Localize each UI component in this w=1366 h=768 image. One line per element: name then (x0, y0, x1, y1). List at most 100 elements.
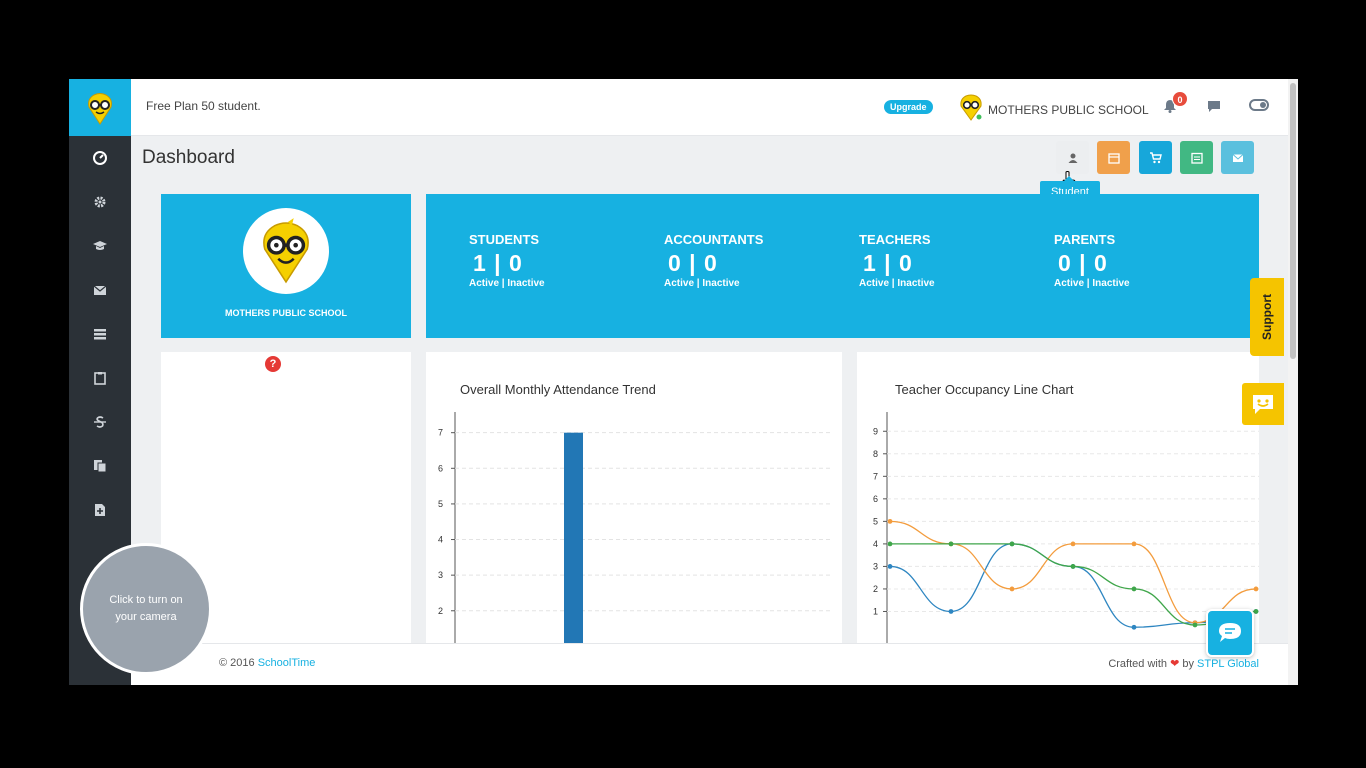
stat-sub: Active | Inactive (859, 278, 935, 289)
series-line (889, 543, 1257, 628)
sidebar-item-add-file[interactable] (69, 495, 131, 525)
occupancy-line-chart: 1 2 3 4 5 6 7 8 9 (873, 412, 1259, 652)
schooltime-link[interactable]: SchoolTime (257, 657, 316, 669)
data-point (1009, 541, 1015, 547)
data-point (948, 541, 954, 547)
series-line (889, 520, 1257, 624)
stat-label: TEACHERS (859, 232, 931, 247)
graduation-cap-icon (93, 241, 107, 250)
stat-parents[interactable]: PARENTS 0 | 0 Active | Inactive (1054, 232, 1130, 289)
stat-value: 1 | 0 (473, 250, 523, 276)
sidebar-item-messages[interactable] (69, 275, 131, 305)
envelope-icon (93, 285, 107, 295)
data-point (948, 609, 954, 614)
smile-chat-icon (1253, 395, 1273, 414)
stat-value: 0 | 0 (668, 250, 718, 276)
dashboard-icon (93, 151, 107, 165)
add-student-button[interactable] (1056, 141, 1089, 174)
calendar-button[interactable] (1097, 141, 1130, 174)
stat-teachers[interactable]: TEACHERS 1 | 0 Active | Inactive (859, 232, 935, 289)
feedback-button[interactable] (1242, 383, 1284, 425)
stat-value: 0 | 0 (1058, 250, 1108, 276)
file-plus-icon (95, 504, 105, 516)
stats-card: STUDENTS 1 | 0 Active | Inactive ACCOUNT… (426, 194, 1259, 338)
sidebar-item-documents[interactable] (69, 451, 131, 481)
school-name[interactable]: MOTHERS PUBLIC SCHOOL (988, 103, 1149, 117)
sidebar-item-list[interactable] (69, 319, 131, 349)
data-point (887, 518, 893, 524)
y-tick-label: 4 (438, 535, 443, 545)
footer-copyright: © 2016 SchoolTime (219, 657, 315, 669)
chat-icon[interactable] (1207, 100, 1221, 113)
user-icon (1068, 153, 1077, 163)
stat-students[interactable]: STUDENTS 1 | 0 Active | Inactive (469, 232, 545, 289)
data-point (1253, 609, 1259, 614)
gear-icon (94, 196, 106, 208)
y-tick-label: 6 (873, 494, 878, 504)
app-logo[interactable] (69, 79, 131, 136)
plan-text: Free Plan 50 student. (146, 99, 261, 113)
stat-sub: Active | Inactive (1054, 278, 1130, 289)
y-tick-label: 6 (438, 463, 443, 473)
stat-accountants[interactable]: ACCOUNTANTS 0 | 0 Active | Inactive (664, 232, 763, 289)
data-point (1070, 541, 1076, 547)
y-tick-label: 4 (873, 539, 878, 549)
stpl-link[interactable]: STPL Global (1197, 658, 1259, 670)
school-avatar-icon[interactable] (958, 93, 984, 121)
data-point (887, 541, 893, 547)
schedule-button[interactable] (1180, 141, 1213, 174)
series-line (889, 543, 1257, 626)
support-tab[interactable]: Support (1250, 278, 1284, 356)
sidebar-item-dashboard[interactable] (69, 143, 131, 173)
scrollbar-thumb[interactable] (1290, 83, 1296, 359)
nerd-logo-icon (88, 92, 112, 125)
help-icon[interactable]: ? (265, 356, 281, 372)
y-tick-label: 7 (873, 471, 878, 481)
camera-toggle[interactable]: Click to turn on your camera (80, 543, 212, 675)
chat-bubble-icon (1219, 623, 1241, 642)
school-card: MOTHERS PUBLIC SCHOOL (161, 194, 411, 338)
school-card-name: MOTHERS PUBLIC SCHOOL (224, 308, 347, 318)
mail-button[interactable] (1221, 141, 1254, 174)
school-logo (243, 208, 329, 294)
sidebar-item-students[interactable] (69, 231, 131, 261)
support-label: Support (1260, 294, 1274, 340)
calendar-icon (1107, 152, 1120, 164)
page-title: Dashboard (142, 147, 235, 168)
sidebar-item-clipboard[interactable] (69, 363, 131, 393)
data-point (1009, 586, 1015, 592)
attendance-bar (564, 432, 583, 652)
notification-badge: 0 (1172, 91, 1188, 107)
cart-button[interactable] (1139, 141, 1172, 174)
y-tick-label: 2 (438, 606, 443, 616)
y-tick-label: 8 (873, 449, 878, 459)
sidebar-item-subjects[interactable] (69, 407, 131, 437)
y-tick-label: 5 (438, 499, 443, 509)
live-chat-button[interactable] (1206, 609, 1254, 657)
by-text: by (1179, 658, 1198, 670)
attendance-chart-title: Overall Monthly Attendance Trend (460, 382, 656, 397)
upgrade-button[interactable]: Upgrade (884, 100, 933, 114)
y-tick-label: 1 (873, 606, 878, 616)
stat-label: PARENTS (1054, 232, 1116, 247)
list-icon (94, 329, 106, 340)
data-point (1131, 624, 1137, 630)
page-scrollbar[interactable] (1288, 79, 1298, 685)
theme-toggle[interactable] (1249, 99, 1269, 111)
data-point (1192, 622, 1198, 628)
data-point (1131, 541, 1137, 547)
app-window: Free Plan 50 student. Upgrade MOTHERS PU… (69, 79, 1298, 685)
y-tick-label: 3 (438, 570, 443, 580)
y-tick-label: 7 (438, 428, 443, 438)
y-tick-label: 3 (873, 561, 878, 571)
stat-sub: Active | Inactive (469, 278, 545, 289)
data-point (1070, 564, 1076, 569)
crafted-text: Crafted with (1108, 658, 1171, 670)
stat-label: STUDENTS (469, 232, 540, 247)
sidebar-item-settings[interactable] (69, 187, 131, 217)
cart-icon (1149, 151, 1162, 163)
topbar: Free Plan 50 student. Upgrade MOTHERS PU… (131, 79, 1298, 136)
copy-icon (94, 460, 107, 473)
